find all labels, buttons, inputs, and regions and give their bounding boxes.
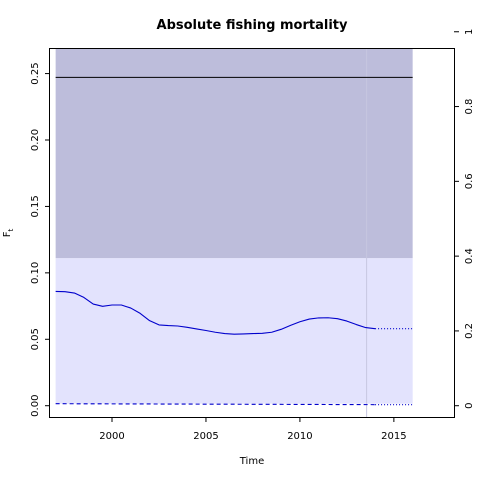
- x-axis: 2000 2005 2010 2015: [99, 417, 407, 442]
- bands: [55, 49, 413, 404]
- x-tick-label: 2010: [287, 431, 312, 442]
- y2-tick-label: 0.4: [464, 248, 475, 264]
- lines: [55, 49, 413, 417]
- y2-tick-label: 0.2: [464, 323, 475, 339]
- y-axis-label: Ft: [2, 228, 15, 237]
- y-tick-label: 0.25: [30, 62, 41, 84]
- y-tick-label: 0.15: [30, 195, 41, 217]
- x-tick-label: 2015: [381, 431, 406, 442]
- band-0: [55, 49, 413, 259]
- x-axis-label: Time: [239, 456, 264, 467]
- x-tick-label: 2000: [99, 431, 124, 442]
- y-axis-label-main: F: [2, 231, 13, 237]
- y-tick-label: 0.10: [30, 262, 41, 284]
- y-tick-label: 0.00: [30, 395, 41, 417]
- y-tick-label: 0.05: [30, 328, 41, 350]
- y2-tick-label: 0.6: [464, 173, 475, 189]
- y-axis: 0.00 0.05 0.10 0.15 0.20 0.25: [30, 62, 50, 417]
- y2-tick-label: 0: [464, 403, 475, 409]
- x-tick-label: 2005: [193, 431, 218, 442]
- y-tick-label: 0.20: [30, 129, 41, 151]
- chart-title: Absolute fishing mortality: [157, 18, 348, 33]
- series-line-2: [55, 403, 376, 406]
- series-line-0: [55, 290, 376, 335]
- y-axis-label-subscript: t: [7, 228, 15, 231]
- band-1: [55, 258, 413, 404]
- y-axis-secondary: 0 0.2 0.4 0.6 0.8 1: [454, 29, 475, 409]
- plot-frame: [49, 48, 455, 418]
- y2-tick-label: 1: [464, 29, 475, 35]
- y2-tick-label: 0.8: [464, 99, 475, 115]
